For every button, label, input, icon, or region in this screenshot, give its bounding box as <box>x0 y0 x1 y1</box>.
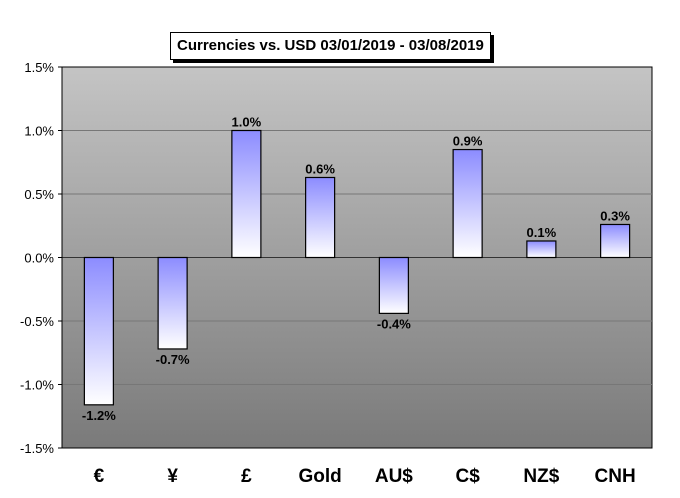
data-label: 1.0% <box>232 115 262 130</box>
y-tick-label: 1.0% <box>24 124 54 139</box>
bar <box>83 256 114 406</box>
data-label: 0.9% <box>453 134 483 149</box>
y-tick-label: 1.5% <box>24 60 54 75</box>
x-tick-label: AU$ <box>375 466 413 487</box>
bar <box>526 240 557 259</box>
x-tick-label: ¥ <box>167 466 178 487</box>
bar <box>231 129 262 259</box>
data-label: -1.2% <box>82 408 116 423</box>
bar <box>452 148 483 259</box>
x-tick-label: NZ$ <box>523 466 559 487</box>
chart-title: Currencies vs. USD 03/01/2019 - 03/08/20… <box>170 32 491 60</box>
bar <box>600 223 631 259</box>
data-label: 0.6% <box>305 161 335 176</box>
data-label: 0.1% <box>527 225 557 240</box>
y-tick-label: -1.0% <box>20 378 54 393</box>
x-tick-label: £ <box>241 466 252 487</box>
x-tick-label: CNH <box>595 466 636 487</box>
x-tick-label: € <box>94 466 105 487</box>
bar <box>157 256 188 350</box>
y-tick-label: 0.0% <box>24 251 54 266</box>
data-label: 0.3% <box>600 208 630 223</box>
y-tick-label: -0.5% <box>20 314 54 329</box>
data-label: -0.4% <box>377 316 411 331</box>
x-tick-label: Gold <box>298 466 341 487</box>
bar <box>305 176 336 259</box>
bar <box>378 256 409 314</box>
y-tick-label: 0.5% <box>24 187 54 202</box>
data-label: -0.7% <box>156 352 190 367</box>
x-tick-label: C$ <box>455 466 480 487</box>
y-tick-label: -1.5% <box>20 441 54 456</box>
